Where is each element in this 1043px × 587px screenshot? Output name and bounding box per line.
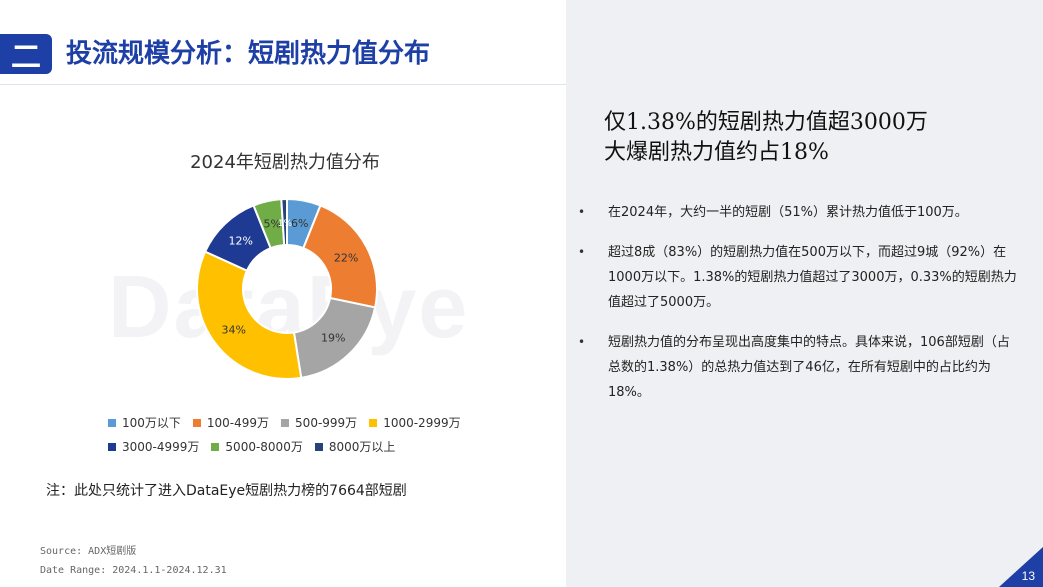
- donut-slice: [196, 250, 303, 380]
- section-badge: 二: [0, 34, 52, 75]
- legend-label: 100万以下: [122, 416, 181, 430]
- legend-swatch: [281, 418, 290, 427]
- title-divider: [0, 84, 566, 85]
- insight-panel: [566, 0, 1043, 587]
- legend-label: 100-499万: [206, 416, 270, 430]
- donut-slice-label: 19%: [321, 331, 345, 344]
- legend-label: 1000-2999万: [383, 416, 461, 430]
- legend-row: 3000-4999万 5000-8000万 8000万以上: [108, 438, 508, 455]
- page-title: 投流规模分析：短剧热力值分布: [66, 39, 431, 69]
- bullet-item: • 在2024年，大约一半的短剧（51%）累计热力值低于100万。: [578, 200, 1018, 225]
- legend-item: 100万以下: [108, 414, 181, 431]
- legend-item: 3000-4999万: [108, 438, 199, 455]
- legend-label: 8000万以上: [328, 440, 396, 454]
- headline-line-1: 仅1.38%的短剧热力值超3000万: [604, 110, 928, 135]
- legend-swatch: [211, 442, 220, 451]
- headline-line-2: 大爆剧热力值约占18%: [604, 140, 829, 165]
- legend-item: 100-499万: [192, 414, 270, 431]
- page-number: 13: [1021, 569, 1035, 583]
- bullet-item: • 超过8成（83%）的短剧热力值在500万以下，而超过9城（92%）在1000…: [578, 240, 1018, 315]
- chart-note: 注：此处只统计了进入DataEye短剧热力榜的7664部短剧: [46, 483, 407, 499]
- donut-slice-label: 1%: [278, 219, 293, 229]
- bullet-dot-icon: •: [578, 205, 586, 219]
- source-text: Source: ADX短剧版: [40, 546, 137, 557]
- legend-swatch: [192, 418, 201, 427]
- legend-swatch: [108, 418, 116, 427]
- donut-slice-label: 6%: [291, 217, 308, 230]
- legend-swatch: [108, 442, 116, 451]
- bullet-dot-icon: •: [578, 335, 586, 349]
- donut-slice-label: 5%: [264, 218, 281, 231]
- legend-swatch: [314, 442, 323, 451]
- donut-chart: 6% 22% 19% 34% 12% 5%1%: [196, 197, 378, 380]
- legend-item: 8000万以上: [314, 438, 396, 455]
- bullet-text: 短剧热力值的分布呈现出高度集中的特点。具体来说，106部短剧（占总数的1.38%…: [608, 335, 1010, 400]
- bullet-list: • 在2024年，大约一半的短剧（51%）累计热力值低于100万。 • 超过8成…: [578, 200, 1018, 420]
- chart-title: 2024年短剧热力值分布: [190, 152, 380, 173]
- donut-slice-label: 34%: [221, 324, 245, 337]
- donut-slice-label: 12%: [229, 235, 253, 248]
- legend-item: 1000-2999万: [369, 414, 461, 431]
- bullet-item: • 短剧热力值的分布呈现出高度集中的特点。具体来说，106部短剧（占总数的1.3…: [578, 330, 1018, 405]
- legend-label: 3000-4999万: [122, 440, 200, 454]
- donut-slice: [280, 197, 288, 247]
- legend-item: 5000-8000万: [211, 438, 303, 455]
- bullet-text: 在2024年，大约一半的短剧（51%）累计热力值低于100万。: [608, 205, 968, 220]
- legend-row: 100万以下 100-499万 500-999万 1000-2999万: [108, 414, 508, 431]
- bullet-text: 超过8成（83%）的短剧热力值在500万以下，而超过9城（92%）在1000万以…: [608, 245, 1017, 310]
- bullet-dot-icon: •: [578, 245, 586, 259]
- date-range-text: Date Range: 2024.1.1-2024.12.31: [40, 565, 227, 576]
- legend-label: 5000-8000万: [225, 440, 303, 454]
- legend-swatch: [369, 418, 378, 427]
- donut-slice-label: 22%: [334, 251, 358, 264]
- chart-legend: 100万以下 100-499万 500-999万 1000-2999万 3000…: [108, 414, 508, 462]
- legend-label: 500-999万: [295, 416, 358, 430]
- insight-headline: 仅1.38%的短剧热力值超3000万 大爆剧热力值约占18%: [604, 108, 1024, 168]
- legend-item: 500-999万: [281, 414, 357, 431]
